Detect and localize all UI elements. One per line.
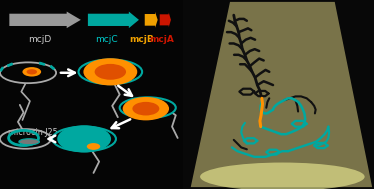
Ellipse shape	[200, 163, 365, 189]
FancyArrow shape	[160, 12, 171, 27]
FancyArrow shape	[145, 12, 158, 28]
Text: mcjA: mcjA	[149, 35, 174, 44]
FancyArrow shape	[9, 12, 81, 28]
Circle shape	[57, 125, 111, 153]
Text: mcjB: mcjB	[129, 35, 154, 44]
Ellipse shape	[0, 129, 51, 149]
FancyArrow shape	[88, 12, 139, 28]
Text: mcjD: mcjD	[28, 35, 51, 44]
Circle shape	[27, 69, 37, 74]
Ellipse shape	[79, 60, 142, 84]
Ellipse shape	[120, 97, 176, 118]
Ellipse shape	[19, 139, 40, 145]
Circle shape	[22, 67, 41, 77]
Ellipse shape	[52, 127, 116, 151]
Text: mcjC: mcjC	[95, 35, 118, 44]
Circle shape	[123, 97, 169, 120]
Ellipse shape	[0, 62, 56, 83]
Circle shape	[132, 102, 159, 115]
Polygon shape	[191, 2, 372, 187]
Circle shape	[83, 58, 137, 85]
Circle shape	[95, 64, 126, 80]
Polygon shape	[183, 0, 374, 189]
Circle shape	[87, 143, 100, 150]
Text: microcin J25: microcin J25	[8, 128, 58, 137]
